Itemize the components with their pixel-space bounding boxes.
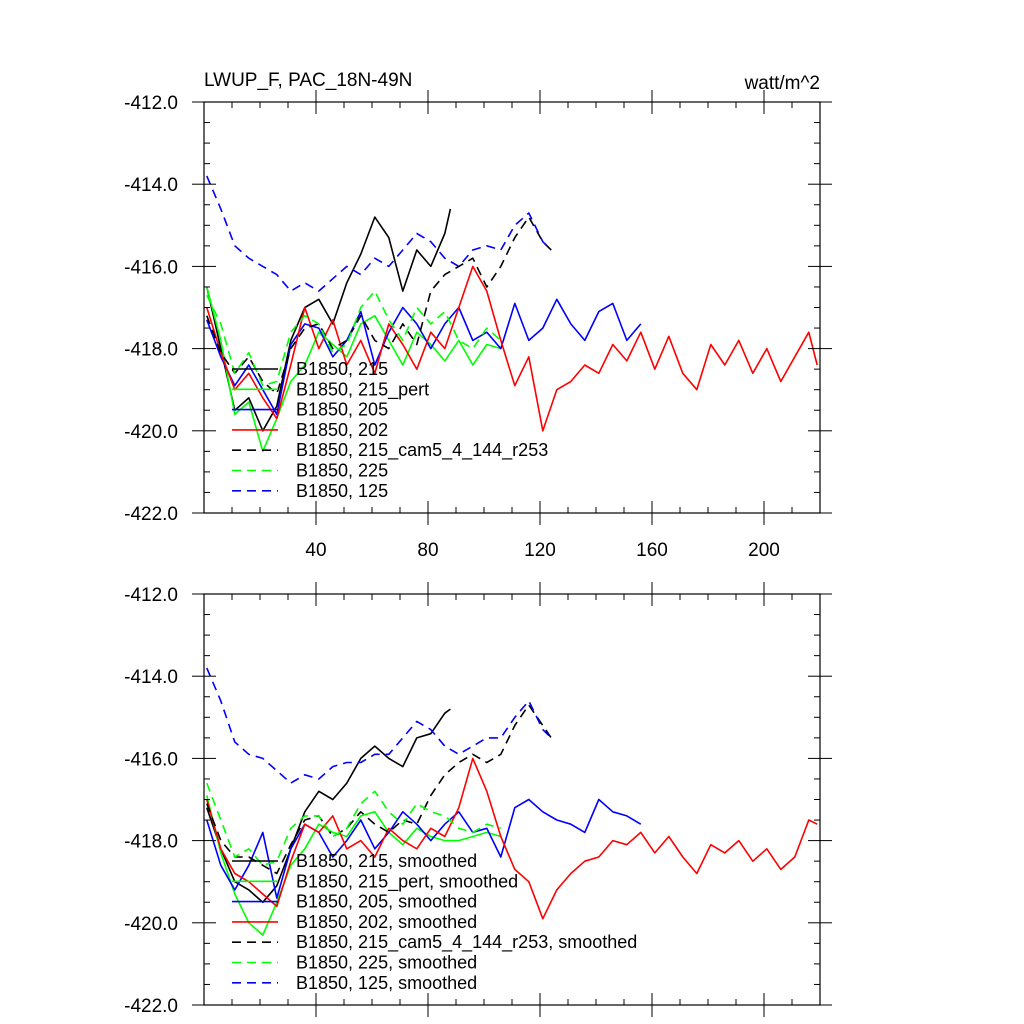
series-line-top-2 — [206, 298, 642, 416]
series-line-bottom-5 — [206, 782, 502, 867]
legend-label: B1850, 215 — [296, 359, 388, 379]
series-line-bottom-3 — [206, 757, 818, 920]
series-line-top-6 — [206, 175, 552, 292]
y-tick-label: -416.0 — [124, 749, 178, 770]
series-line-bottom-2 — [206, 798, 642, 899]
y-tick-label: -418.0 — [124, 340, 178, 361]
top-tick-labels: 40 80 120 160 200 -412.0 -414.0 -416.0 -418.0 -42… — [124, 93, 780, 561]
series-line-top-1 — [206, 286, 502, 453]
legend-label: B1850, 125 — [296, 481, 388, 501]
y-tick-label: -412.0 — [124, 585, 178, 606]
bottom-panel: -412.0 -414.0 -416.0 -418.0 -420.0 -422.0 B18… — [124, 582, 832, 1017]
x-tick-label: 120 — [524, 540, 556, 561]
series-line-top-3 — [206, 265, 818, 432]
y-tick-label: -418.0 — [124, 832, 178, 853]
legend-label: B1850, 215_cam5_4_144_r253, smoothed — [296, 932, 637, 953]
series-line-bottom-6 — [206, 667, 552, 784]
y-tick-label: -414.0 — [124, 175, 178, 196]
legend-label: B1850, 202 — [296, 420, 388, 440]
x-tick-label: 160 — [636, 540, 668, 561]
legend-label: B1850, 215_pert — [296, 379, 429, 400]
y-tick-label: -412.0 — [124, 93, 178, 114]
bottom-plot-lines — [206, 667, 818, 936]
bottom-tick-labels: -412.0 -414.0 -416.0 -418.0 -420.0 -422.0 — [124, 585, 178, 1017]
series-line-top-0 — [206, 208, 452, 432]
legend-label: B1850, 225 — [296, 461, 388, 481]
legend-label: B1850, 125, smoothed — [296, 973, 477, 993]
y-tick-label: -414.0 — [124, 667, 178, 688]
legend-label: B1850, 205, smoothed — [296, 892, 477, 912]
bottom-axis-ticks — [192, 582, 832, 1017]
x-tick-label: 40 — [305, 540, 326, 561]
top-axis-ticks — [192, 90, 832, 525]
legend-label: B1850, 215_pert, smoothed — [296, 871, 518, 892]
legend-label: B1850, 215, smoothed — [296, 851, 477, 871]
legend-label: B1850, 202, smoothed — [296, 912, 477, 932]
legend-label: B1850, 215_cam5_4_144_r253 — [296, 440, 548, 461]
legend-label: B1850, 205 — [296, 400, 388, 420]
series-line-bottom-1 — [206, 795, 502, 936]
x-tick-label: 80 — [417, 540, 438, 561]
y-tick-label: -420.0 — [124, 914, 178, 935]
series-line-bottom-0 — [206, 708, 451, 904]
top-chart-title: LWUP_F, PAC_18N-49N — [204, 70, 412, 91]
y-tick-label: -420.0 — [124, 422, 178, 443]
series-line-bottom-4 — [206, 704, 552, 875]
y-tick-label: -416.0 — [124, 257, 178, 278]
top-panel: LWUP_F, PAC_18N-49N watt/m^2 40 80 120 160 2… — [124, 70, 832, 561]
x-tick-label: 200 — [748, 540, 780, 561]
top-chart-units: watt/m^2 — [744, 73, 820, 94]
y-tick-label: -422.0 — [124, 504, 178, 525]
legend-label: B1850, 225, smoothed — [296, 953, 477, 973]
y-tick-label: -422.0 — [124, 996, 178, 1017]
